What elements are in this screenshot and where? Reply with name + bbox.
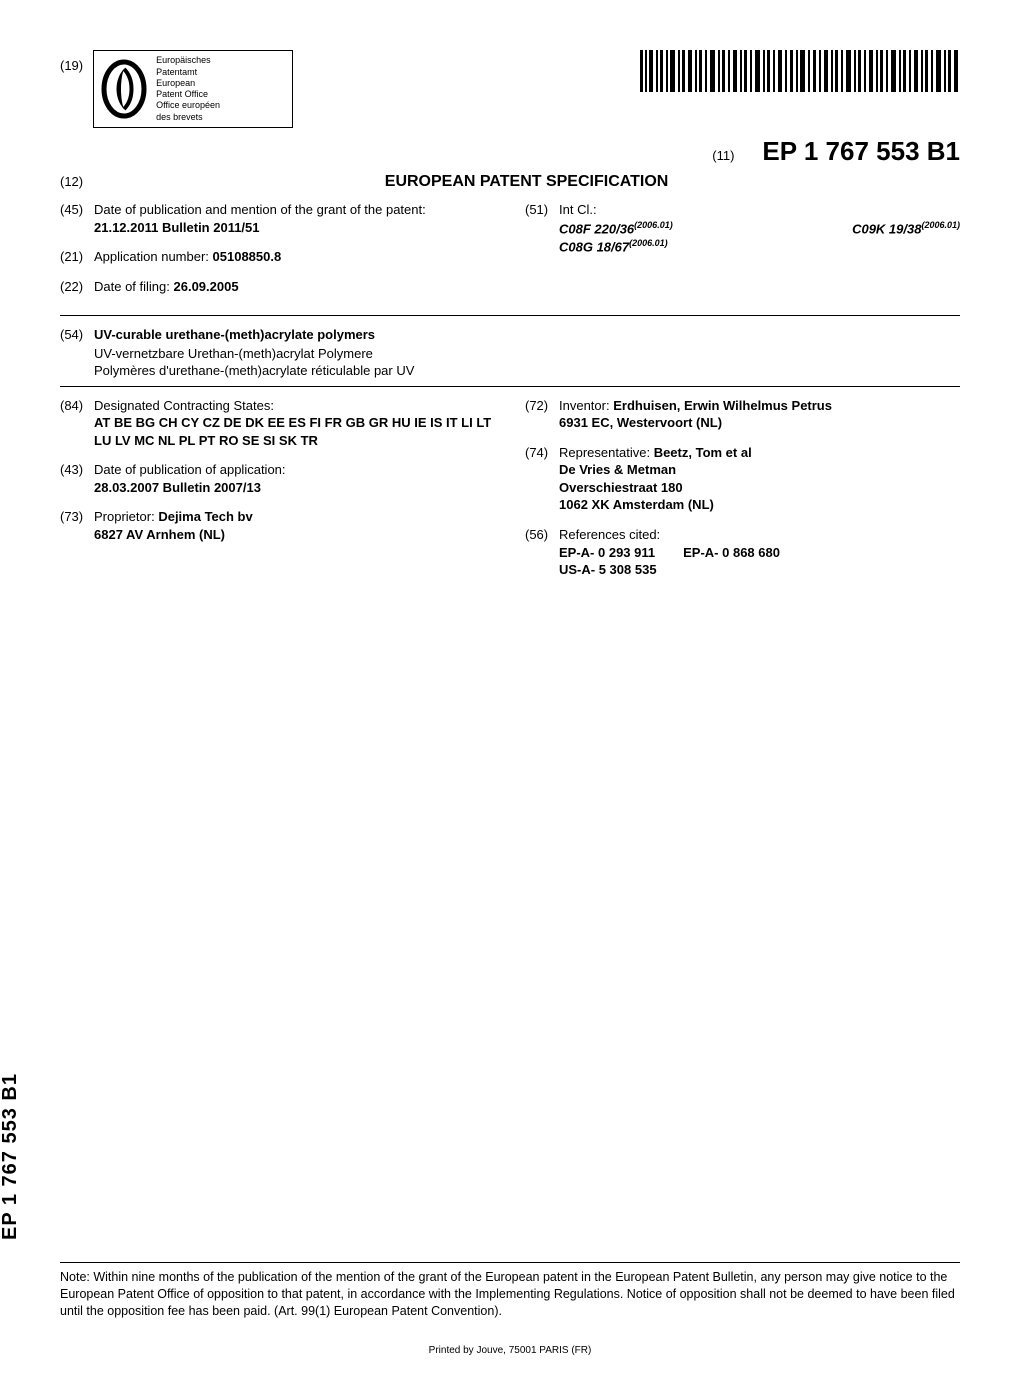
barcode-icon (640, 50, 960, 92)
epo-logo-box: Europäisches Patentamt European Patent O… (93, 50, 293, 128)
field-84-label: Designated Contracting States: (94, 398, 274, 413)
field-74-value3: Overschiestraat 180 (559, 480, 683, 495)
field-43-label: Date of publication of application: (94, 462, 286, 477)
document-type: EUROPEAN PATENT SPECIFICATION (93, 173, 960, 191)
logo-line: des brevets (156, 112, 220, 123)
field-56-label: References cited: (559, 527, 660, 542)
field-43: (43) Date of publication of application:… (60, 461, 495, 496)
ipc-year: (2006.01) (634, 220, 673, 230)
publication-number: EP 1 767 553 B1 (762, 136, 960, 167)
field-74-value4: 1062 XK Amsterdam (NL) (559, 497, 714, 512)
title-en: UV-curable urethane-(meth)acrylate polym… (94, 326, 960, 344)
field-73-label: Proprietor: (94, 509, 155, 524)
inid-73: (73) (60, 508, 94, 543)
field-72: (72) Inventor: Erdhuisen, Erwin Wilhelmu… (525, 397, 960, 432)
side-publication-number: EP 1 767 553 B1 (0, 1073, 22, 1240)
field-21: (21) Application number: 05108850.8 (60, 248, 495, 266)
field-74: (74) Representative: Beetz, Tom et al De… (525, 444, 960, 514)
pubnum-row: (11) EP 1 767 553 B1 (60, 136, 960, 167)
header-row: (19) Europäisches Patentamt European Pat… (60, 50, 960, 128)
logo-line: Europäisches (156, 55, 220, 66)
ipc-year: (2006.01) (921, 220, 960, 230)
logo-line: Office européen (156, 100, 220, 111)
field-84: (84) Designated Contracting States: AT B… (60, 397, 495, 450)
inid-45: (45) (60, 201, 94, 236)
inid-11: (11) (712, 148, 734, 163)
field-21-value: 05108850.8 (213, 249, 282, 264)
field-45: (45) Date of publication and mention of … (60, 201, 495, 236)
ref-cited: EP-A- 0 868 680 (683, 544, 780, 562)
logo-line: Patentamt (156, 67, 220, 78)
title-fr: Polymères d'urethane-(meth)acrylate réti… (94, 363, 960, 378)
field-56: (56) References cited: EP-A- 0 293 911 E… (525, 526, 960, 579)
ipc-year: (2006.01) (629, 238, 668, 248)
field-22: (22) Date of filing: 26.09.2005 (60, 278, 495, 296)
inid-51: (51) (525, 201, 559, 256)
field-73-value2: 6827 AV Arnhem (NL) (94, 527, 225, 542)
ipc-code: C08F 220/36 (559, 221, 634, 236)
separator (60, 386, 960, 387)
title-de: UV-vernetzbare Urethan-(meth)acrylat Pol… (94, 346, 960, 361)
biblio-upper: (45) Date of publication and mention of … (60, 201, 960, 307)
field-72-value: Erdhuisen, Erwin Wilhelmus Petrus (613, 398, 832, 413)
field-54: (54) UV-curable urethane-(meth)acrylate … (60, 326, 960, 344)
inid-72: (72) (525, 397, 559, 432)
separator (60, 315, 960, 316)
ipc-row: C08F 220/36(2006.01) C09K 19/38(2006.01) (559, 219, 960, 238)
biblio-lower-left: (84) Designated Contracting States: AT B… (60, 397, 495, 917)
barcode-block (640, 50, 960, 95)
refs-row: EP-A- 0 293 911 EP-A- 0 868 680 (559, 544, 960, 562)
field-74-value2: De Vries & Metman (559, 462, 676, 477)
epo-logo-icon (100, 59, 148, 119)
biblio-upper-left: (45) Date of publication and mention of … (60, 201, 495, 307)
field-51-label: Int Cl.: (559, 202, 597, 217)
field-74-value: Beetz, Tom et al (654, 445, 752, 460)
ipc-code: C08G 18/67 (559, 240, 629, 255)
inid-84: (84) (60, 397, 94, 450)
field-72-value2: 6931 EC, Westervoort (NL) (559, 415, 722, 430)
biblio-upper-right: (51) Int Cl.: C08F 220/36(2006.01) C09K … (525, 201, 960, 307)
field-21-label: Application number: (94, 249, 209, 264)
inid-56: (56) (525, 526, 559, 579)
logo-line: European (156, 78, 220, 89)
ipc-row: C08G 18/67(2006.01) (559, 237, 960, 256)
epo-logo-text: Europäisches Patentamt European Patent O… (156, 55, 220, 123)
field-73-value: Dejima Tech bv (158, 509, 252, 524)
inid-74: (74) (525, 444, 559, 514)
doc-type-row: (12) EUROPEAN PATENT SPECIFICATION (60, 173, 960, 191)
field-51: (51) Int Cl.: C08F 220/36(2006.01) C09K … (525, 201, 960, 256)
field-84-value: AT BE BG CH CY CZ DE DK EE ES FI FR GB G… (94, 415, 491, 448)
printer-footer: Printed by Jouve, 75001 PARIS (FR) (0, 1345, 1020, 1356)
titles-block: (54) UV-curable urethane-(meth)acrylate … (60, 326, 960, 378)
inid-22: (22) (60, 278, 94, 296)
field-43-value: 28.03.2007 Bulletin 2007/13 (94, 480, 261, 495)
inid-19: (19) (60, 58, 83, 73)
field-74-label: Representative: (559, 445, 650, 460)
field-72-label: Inventor: (559, 398, 610, 413)
inid-12: (12) (60, 174, 83, 189)
inid-54: (54) (60, 326, 94, 344)
ref-cited: EP-A- 0 293 911 (559, 544, 655, 562)
biblio-lower: (84) Designated Contracting States: AT B… (60, 397, 960, 917)
field-73: (73) Proprietor: Dejima Tech bv 6827 AV … (60, 508, 495, 543)
field-22-value: 26.09.2005 (174, 279, 239, 294)
ipc-code: C09K 19/38 (852, 221, 921, 236)
ref-cited: US-A- 5 308 535 (559, 562, 657, 577)
logo-line: Patent Office (156, 89, 220, 100)
opposition-note: Note: Within nine months of the publicat… (60, 1262, 960, 1320)
field-45-value: 21.12.2011 Bulletin 2011/51 (94, 220, 260, 235)
inid-43: (43) (60, 461, 94, 496)
biblio-lower-right: (72) Inventor: Erdhuisen, Erwin Wilhelmu… (525, 397, 960, 917)
field-45-label: Date of publication and mention of the g… (94, 202, 426, 217)
inid-21: (21) (60, 248, 94, 266)
field-22-label: Date of filing: (94, 279, 170, 294)
